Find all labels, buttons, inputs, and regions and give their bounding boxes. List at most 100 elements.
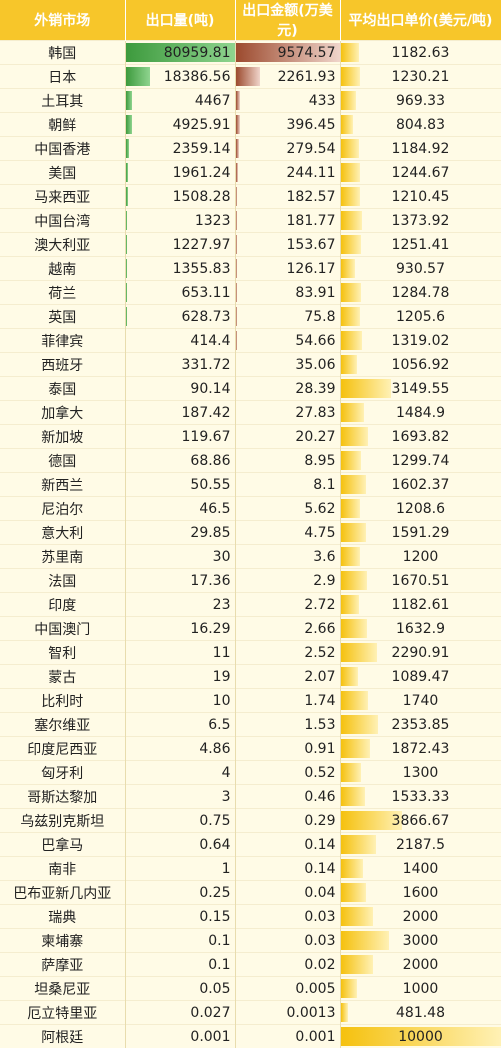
market-value: 荷兰	[48, 286, 76, 302]
qty-bar	[126, 307, 127, 326]
amt-value: 433	[309, 93, 336, 109]
amt-value: 0.03	[304, 909, 335, 925]
cell-avg: 930.57	[340, 257, 501, 281]
cell-avg: 1251.41	[340, 233, 501, 257]
cell-avg: 1872.43	[340, 737, 501, 761]
cell-avg: 3866.67	[340, 809, 501, 833]
market-value: 韩国	[48, 46, 76, 62]
qty-bar	[126, 259, 128, 278]
cell-amt: 181.77	[235, 209, 340, 233]
avg-value: 1184.92	[392, 141, 450, 157]
cell-amt: 4.75	[235, 521, 340, 545]
qty-value: 90.14	[190, 381, 230, 397]
qty-bar	[126, 211, 128, 230]
avg-bar	[341, 499, 360, 518]
cell-market: 新加坡	[0, 425, 125, 449]
avg-bar	[341, 547, 360, 566]
cell-market: 菲律宾	[0, 329, 125, 353]
market-value: 德国	[48, 454, 76, 470]
cell-amt: 83.91	[235, 281, 340, 305]
qty-value: 0.001	[190, 1029, 230, 1045]
cell-avg: 969.33	[340, 89, 501, 113]
cell-avg: 1284.78	[340, 281, 501, 305]
cell-market: 智利	[0, 641, 125, 665]
cell-qty: 46.5	[125, 497, 235, 521]
amt-value: 8.1	[313, 477, 335, 493]
cell-avg: 1089.47	[340, 665, 501, 689]
cell-qty: 0.25	[125, 881, 235, 905]
avg-bar	[341, 523, 366, 542]
cell-avg: 3149.55	[340, 377, 501, 401]
avg-value: 804.83	[396, 117, 445, 133]
amt-bar	[236, 163, 239, 182]
avg-value: 1693.82	[392, 429, 450, 445]
avg-value: 10000	[398, 1029, 443, 1045]
qty-value: 119.67	[182, 429, 231, 445]
amt-value: 0.001	[295, 1029, 335, 1045]
qty-value: 1355.83	[173, 261, 231, 277]
cell-amt: 0.02	[235, 953, 340, 977]
cell-qty: 653.11	[125, 281, 235, 305]
avg-value: 1872.43	[392, 741, 450, 757]
amt-bar	[236, 91, 241, 110]
avg-bar	[341, 211, 363, 230]
qty-bar	[126, 283, 127, 302]
cell-qty: 1961.24	[125, 161, 235, 185]
avg-bar	[341, 187, 360, 206]
amt-bar	[236, 283, 237, 302]
cell-market: 印度	[0, 593, 125, 617]
cell-qty: 1323	[125, 209, 235, 233]
avg-value: 1632.9	[396, 621, 445, 637]
avg-value: 1230.21	[392, 69, 450, 85]
avg-bar	[341, 451, 362, 470]
cell-avg: 1244.67	[340, 161, 501, 185]
cell-amt: 0.14	[235, 857, 340, 881]
market-value: 马来西亚	[34, 190, 90, 206]
avg-value: 969.33	[396, 93, 445, 109]
amt-value: 3.6	[313, 549, 335, 565]
avg-value: 3000	[403, 933, 439, 949]
market-value: 意大利	[41, 526, 83, 542]
cell-market: 乌兹别克斯坦	[0, 809, 125, 833]
amt-value: 0.14	[304, 837, 335, 853]
cell-qty: 19	[125, 665, 235, 689]
header-market: 外销市场	[0, 0, 125, 41]
cell-amt: 182.57	[235, 185, 340, 209]
cell-qty: 23	[125, 593, 235, 617]
cell-amt: 279.54	[235, 137, 340, 161]
avg-bar	[341, 403, 365, 422]
amt-bar	[236, 115, 240, 134]
amt-bar	[236, 307, 237, 326]
cell-qty: 30	[125, 545, 235, 569]
cell-amt: 0.52	[235, 761, 340, 785]
avg-value: 2290.91	[392, 645, 450, 661]
cell-amt: 396.45	[235, 113, 340, 137]
market-value: 菲律宾	[41, 334, 83, 350]
amt-value: 396.45	[287, 117, 336, 133]
cell-market: 法国	[0, 569, 125, 593]
market-value: 美国	[48, 166, 76, 182]
cell-amt: 20.27	[235, 425, 340, 449]
cell-avg: 1600	[340, 881, 501, 905]
avg-bar	[341, 379, 391, 398]
amt-value: 244.11	[287, 165, 336, 181]
cell-market: 柬埔寨	[0, 929, 125, 953]
cell-market: 中国台湾	[0, 209, 125, 233]
market-value: 智利	[48, 646, 76, 662]
header-row: 外销市场 出口量(吨) 出口金额(万美元) 平均出口单价(美元/吨)	[0, 0, 501, 41]
market-value: 阿根廷	[41, 1030, 83, 1046]
qty-value: 46.5	[199, 501, 230, 517]
avg-bar	[341, 331, 362, 350]
market-value: 中国澳门	[34, 622, 90, 638]
